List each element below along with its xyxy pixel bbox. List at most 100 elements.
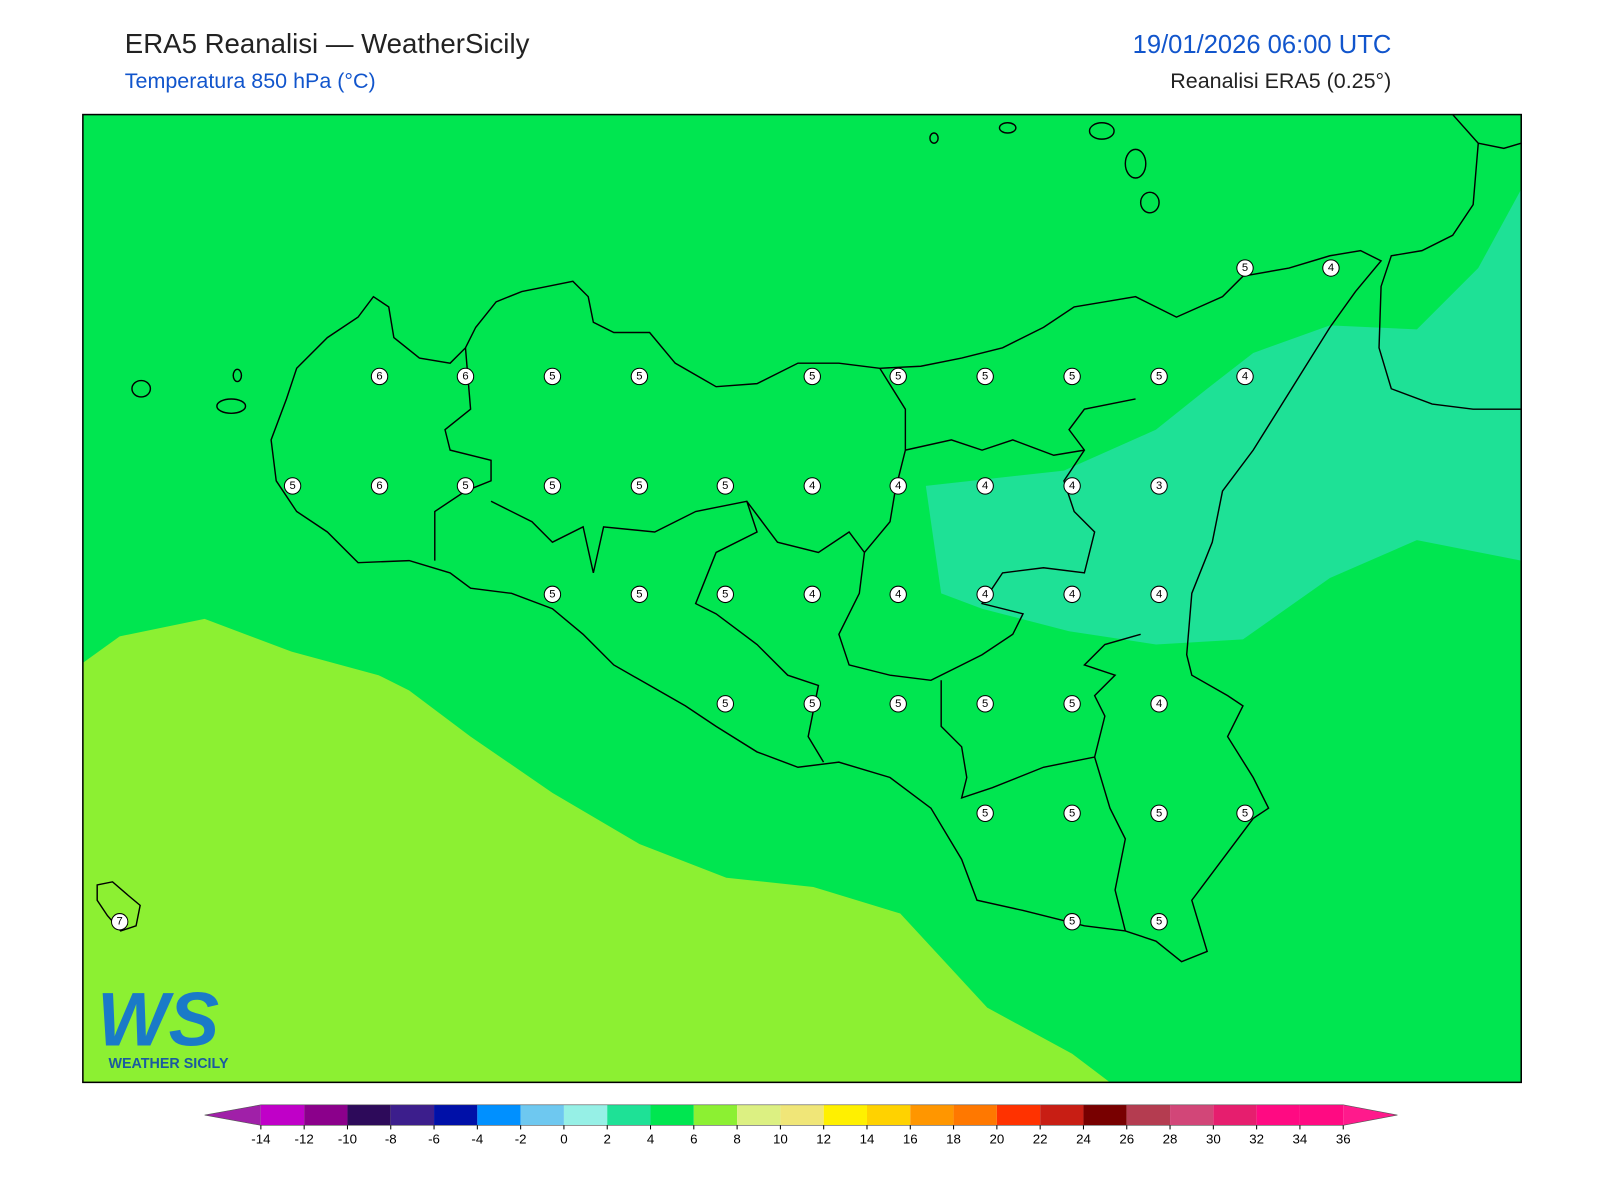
station-value: 5 — [1242, 262, 1248, 274]
station-value: 5 — [1069, 370, 1075, 382]
station: 5 — [543, 367, 562, 386]
station: 6 — [370, 367, 389, 386]
field-8-10 — [82, 618, 1110, 1083]
station: 4 — [889, 585, 907, 604]
station: 5 — [1150, 804, 1168, 822]
station-value: 4 — [1069, 480, 1075, 492]
station: 5 — [803, 695, 821, 713]
colorbar-segment — [304, 1104, 348, 1126]
station-value: 6 — [462, 370, 468, 382]
source: Reanalisi ERA5 (0.25°) — [1170, 69, 1391, 93]
station: 4 — [1236, 367, 1254, 386]
station-marker — [1322, 259, 1340, 277]
colorbar-segment — [953, 1104, 997, 1126]
colorbar-segment — [1170, 1104, 1214, 1126]
station: 3 — [1150, 477, 1168, 495]
station-value: 7 — [117, 916, 123, 928]
province-borders — [434, 347, 1141, 932]
station-value: 5 — [1156, 916, 1162, 928]
station-marker — [1236, 367, 1254, 386]
station-marker — [370, 367, 389, 386]
station: 5 — [543, 585, 562, 604]
station-value: 5 — [289, 480, 295, 492]
colorbar-segment — [866, 1104, 911, 1126]
colorbar-tick-label: -2 — [515, 1132, 527, 1147]
station: 5 — [1063, 367, 1081, 386]
station: 5 — [630, 367, 649, 386]
station-value: 5 — [1156, 370, 1162, 382]
station: 5 — [716, 585, 735, 604]
colorbar-segment — [650, 1104, 694, 1126]
colorbar-segment — [477, 1104, 521, 1126]
station: 4 — [889, 477, 907, 495]
colorbar-tick-label: 16 — [903, 1132, 918, 1147]
station-value: 5 — [1069, 916, 1075, 928]
station-value: 4 — [895, 480, 901, 492]
station-value: 4 — [809, 588, 815, 600]
station: 5 — [889, 367, 907, 386]
station-marker — [1063, 804, 1081, 822]
colorbar-segment — [1213, 1104, 1257, 1126]
station-value: 4 — [809, 480, 815, 492]
station-value: 5 — [1069, 698, 1075, 710]
colorbar-segment — [1299, 1104, 1344, 1126]
station-marker — [1150, 695, 1168, 713]
station: 5 — [1063, 695, 1081, 713]
station: 4 — [1063, 585, 1081, 604]
colorbar-segment — [1126, 1104, 1171, 1126]
station-value: 5 — [895, 698, 901, 710]
station-value: 4 — [1156, 588, 1162, 600]
station-marker — [716, 477, 735, 495]
colorbar-segment — [1256, 1104, 1300, 1126]
colorbar-tick-label: 14 — [860, 1132, 875, 1147]
station: 4 — [976, 585, 994, 604]
station: 6 — [370, 477, 389, 495]
station: 5 — [976, 804, 994, 822]
station-marker — [1063, 477, 1081, 495]
station-marker — [803, 477, 821, 495]
station-marker — [803, 695, 821, 713]
colorbar-tick-label: -12 — [295, 1132, 314, 1147]
calabria-coast — [1378, 114, 1522, 410]
station: 5 — [1236, 259, 1254, 277]
islands — [96, 122, 1160, 932]
station: 5 — [283, 477, 302, 495]
colorbar-segment — [434, 1104, 478, 1126]
colorbar-segment — [780, 1104, 824, 1126]
station-marker — [1236, 804, 1254, 822]
colorbar-segment — [260, 1104, 305, 1126]
station-marker — [543, 585, 562, 604]
stations: 5 4 6 6 5 5 5 5 5 5 5 4 5 6 5 5 5 5 4 4 4 4 3 5 5 5 4 4 4 4 4 5 5 5 5 5 4 5 5 5… — [110, 259, 1340, 931]
station-marker — [976, 477, 994, 495]
station-marker — [1236, 259, 1254, 277]
station-marker — [889, 477, 907, 495]
station-marker — [1150, 804, 1168, 822]
colorbar-tick-label: 28 — [1163, 1132, 1178, 1147]
station: 4 — [803, 477, 821, 495]
station-marker — [543, 477, 562, 495]
station-value: 5 — [982, 807, 988, 819]
station: 5 — [456, 477, 475, 495]
colorbar-tick-label: -4 — [471, 1132, 483, 1147]
station: 4 — [1063, 477, 1081, 495]
station-value: 5 — [636, 588, 642, 600]
colorbar-tick-label: 20 — [989, 1132, 1004, 1147]
station-marker — [889, 585, 907, 604]
colorbar-tick-label: 30 — [1206, 1132, 1221, 1147]
station-value: 4 — [1242, 370, 1248, 382]
station-value: 4 — [895, 588, 901, 600]
station-marker — [1150, 367, 1168, 386]
colorbar-tick-label: -8 — [385, 1132, 397, 1147]
colorbar-extend-max — [1343, 1104, 1398, 1126]
station-marker — [456, 367, 475, 386]
station-marker — [1150, 585, 1168, 604]
title: ERA5 Reanalisi — WeatherSicily — [125, 28, 530, 59]
station: 5 — [1150, 913, 1168, 931]
station: 5 — [630, 585, 649, 604]
station-value: 4 — [982, 588, 988, 600]
map: 5 4 6 6 5 5 5 5 5 5 5 4 5 6 5 5 5 5 4 4 4 4 3 5 5 5 4 4 4 4 4 5 5 5 5 5 4 5 5 5… — [82, 113, 1522, 1084]
station: 5 — [889, 695, 907, 713]
station-marker — [1063, 913, 1081, 931]
station-marker — [889, 367, 907, 386]
colorbar-segment — [737, 1104, 781, 1126]
